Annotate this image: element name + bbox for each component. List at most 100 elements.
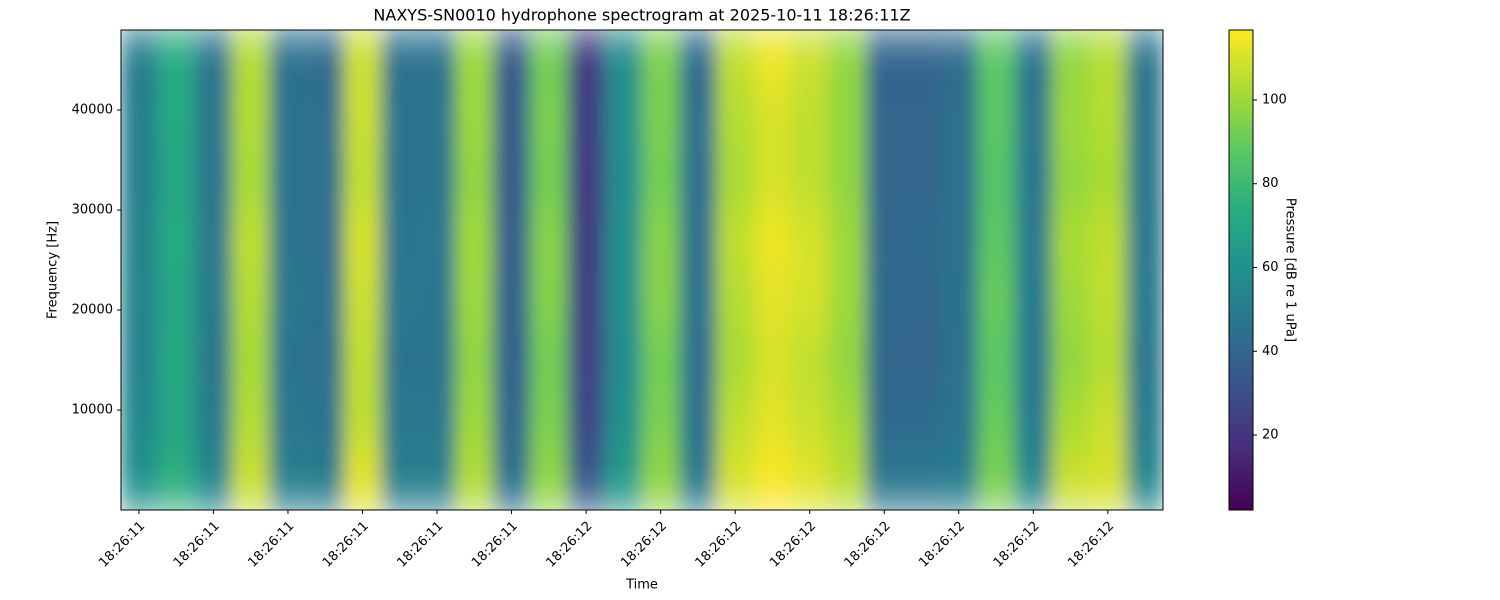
heatmap-cell xyxy=(306,330,345,391)
heatmap-cell xyxy=(902,330,941,391)
heatmap-cell xyxy=(455,330,494,391)
heatmap-cell xyxy=(604,390,643,451)
heatmap-cell xyxy=(381,450,419,510)
heatmap-cell xyxy=(121,450,159,510)
heatmap-cell xyxy=(716,390,755,451)
heatmap-cell xyxy=(567,330,606,391)
plot-frame xyxy=(120,29,1164,511)
heatmap-cell xyxy=(194,150,233,211)
heatmap-cell xyxy=(269,330,308,391)
heatmap-cell xyxy=(232,30,270,91)
heatmap-cell xyxy=(828,330,867,391)
heatmap-cell xyxy=(642,90,680,151)
heatmap-cell xyxy=(977,210,1016,271)
heatmap-cell xyxy=(1051,210,1090,271)
heatmap-cell xyxy=(940,210,978,271)
heatmap-cell xyxy=(828,390,867,451)
heatmap-cell xyxy=(232,210,270,271)
heatmap-cell xyxy=(418,30,457,91)
heatmap-cell xyxy=(679,210,718,271)
heatmap-cell xyxy=(157,150,196,211)
heatmap-cell xyxy=(828,270,867,331)
heatmap-cell xyxy=(977,330,1016,391)
heatmap-cell xyxy=(455,210,494,271)
x-tick-label: 18:26:12 xyxy=(693,519,745,571)
heatmap-cell xyxy=(642,150,680,211)
heatmap-cell xyxy=(940,450,978,510)
heatmap-cell xyxy=(121,270,159,331)
heatmap-cell xyxy=(343,150,382,211)
heatmap-cell xyxy=(1089,270,1127,331)
heatmap-cell xyxy=(679,30,718,91)
heatmap-cell xyxy=(121,210,159,271)
heatmap-cell xyxy=(1089,390,1127,451)
heatmap-cell xyxy=(492,390,531,451)
heatmap-cell xyxy=(753,90,792,151)
heatmap-cell xyxy=(194,270,233,331)
heatmap-cell xyxy=(530,210,568,271)
heatmap-cell xyxy=(567,30,606,91)
heatmap-cell xyxy=(157,90,196,151)
heatmap-cell xyxy=(157,210,196,271)
heatmap-cell xyxy=(567,210,606,271)
heatmap-cell xyxy=(642,450,680,510)
x-tick-label: 18:26:12 xyxy=(618,519,670,571)
heatmap-cell xyxy=(194,330,233,391)
heatmap-cell xyxy=(194,450,233,510)
heatmap-cell xyxy=(828,210,867,271)
heatmap-cell xyxy=(679,90,718,151)
heatmap-cell xyxy=(1014,450,1053,510)
heatmap-cell xyxy=(157,390,196,451)
heatmap-cell xyxy=(716,30,755,91)
heatmap-cell xyxy=(1089,30,1127,91)
heatmap-cell xyxy=(194,90,233,151)
heatmap-cell xyxy=(492,270,531,331)
heatmap-cell xyxy=(455,450,494,510)
heatmap-cell xyxy=(455,270,494,331)
heatmap-cell xyxy=(567,270,606,331)
heatmap-cell xyxy=(642,30,680,91)
heatmap-cell xyxy=(1126,450,1163,510)
heatmap-cell xyxy=(455,90,494,151)
heatmap-cell xyxy=(1089,450,1127,510)
heatmap-cell xyxy=(902,270,941,331)
heatmap-cell xyxy=(121,150,159,211)
heatmap-cell xyxy=(530,450,568,510)
heatmap-cell xyxy=(343,30,382,91)
heatmap-cell xyxy=(1051,450,1090,510)
heatmap-cell xyxy=(977,150,1016,211)
heatmap-cell xyxy=(232,330,270,391)
heatmap-cell xyxy=(865,30,904,91)
heatmap-cell xyxy=(753,330,792,391)
heatmap-cell xyxy=(381,210,419,271)
heatmap-cell xyxy=(418,270,457,331)
heatmap-cell xyxy=(343,450,382,510)
x-tick-label: 18:26:12 xyxy=(916,519,968,571)
heatmap-cell xyxy=(269,450,308,510)
heatmap-cell xyxy=(232,90,270,151)
heatmap-cell xyxy=(530,270,568,331)
heatmap-cell xyxy=(791,90,829,151)
heatmap-cell xyxy=(902,210,941,271)
heatmap-cell xyxy=(902,90,941,151)
chart-title: NAXYS-SN0010 hydrophone spectrogram at 2… xyxy=(373,6,910,25)
heatmap-cell xyxy=(1014,390,1053,451)
heatmap-cell xyxy=(828,90,867,151)
heatmap-cell xyxy=(1051,30,1090,91)
heatmap-cell xyxy=(604,330,643,391)
heatmap-cell xyxy=(418,450,457,510)
heatmap-cell xyxy=(1089,150,1127,211)
heatmap-cell xyxy=(492,30,531,91)
heatmap-cell xyxy=(194,30,233,91)
heatmap-cell xyxy=(716,90,755,151)
heatmap-cell xyxy=(343,210,382,271)
heatmap-cell xyxy=(791,450,829,510)
heatmap-cell xyxy=(716,150,755,211)
heatmap-cell xyxy=(455,30,494,91)
heatmap-cell xyxy=(940,90,978,151)
colorbar-tick-label: 20 xyxy=(1262,428,1279,443)
heatmap-cell xyxy=(716,330,755,391)
heatmap-cell xyxy=(1014,270,1053,331)
x-tick-label: 18:26:11 xyxy=(171,519,223,571)
